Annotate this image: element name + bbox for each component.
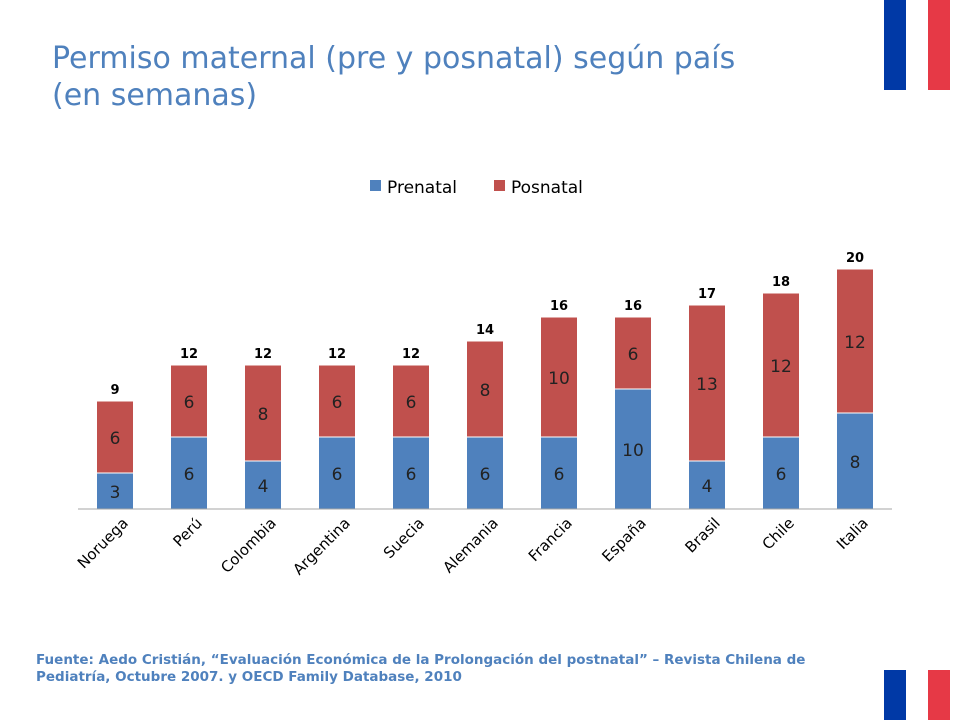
data-label-prenatal: 10	[622, 441, 644, 461]
data-label-prenatal: 6	[480, 465, 491, 485]
flag-stripe-white	[906, 0, 928, 90]
bar-prenatal-francia	[540, 436, 578, 510]
data-label-posnatal: 10	[548, 369, 570, 389]
bar-prenatal-alemania	[466, 436, 504, 510]
bar-posnatal-brasil	[688, 304, 726, 462]
total-label: 9	[110, 383, 119, 398]
total-label: 12	[254, 347, 272, 362]
bar-posnatal-chile	[762, 292, 800, 438]
data-label-prenatal: 6	[554, 465, 565, 485]
title-line-2: (en semanas)	[52, 78, 258, 113]
data-label-prenatal: 8	[850, 453, 861, 473]
bar-prenatal-chile	[762, 436, 800, 510]
data-label-posnatal: 8	[480, 381, 491, 401]
flag-stripe-blue	[884, 670, 906, 720]
total-label: 20	[846, 251, 864, 266]
bar-posnatal-noruega	[96, 400, 134, 474]
chart-legend: Prenatal Posnatal	[370, 178, 583, 198]
bar-posnatal-españa	[614, 316, 652, 390]
x-tick-label: Italia	[833, 514, 872, 553]
total-label: 12	[328, 347, 346, 362]
x-tick-label: Colombia	[217, 514, 280, 577]
data-label-prenatal: 4	[702, 477, 713, 497]
total-label: 17	[698, 287, 716, 302]
data-label-prenatal: 6	[332, 465, 343, 485]
flag-stripe-red	[928, 670, 950, 720]
total-label: 12	[180, 347, 198, 362]
bar-posnatal-italia	[836, 268, 874, 414]
bar-prenatal-noruega	[96, 472, 134, 510]
bar-posnatal-argentina	[318, 364, 356, 438]
bar-posnatal-francia	[540, 316, 578, 438]
total-label: 16	[624, 299, 642, 314]
legend-label-posnatal: Posnatal	[511, 178, 583, 198]
source-line-1: Fuente: Aedo Cristián, “Evaluación Econó…	[36, 652, 806, 668]
slide-title: Permiso maternal (pre y posnatal) según …	[52, 40, 852, 114]
x-tick-label: Suecia	[380, 514, 428, 562]
x-tick-label: Perú	[169, 514, 205, 550]
total-label: 16	[550, 299, 568, 314]
total-label: 12	[402, 347, 420, 362]
data-label-prenatal: 6	[406, 465, 417, 485]
bar-posnatal-alemania	[466, 340, 504, 438]
bar-posnatal-suecia	[392, 364, 430, 438]
x-tick-label: Alemania	[439, 514, 501, 576]
bar-posnatal-perú	[170, 364, 208, 438]
data-label-posnatal: 12	[770, 357, 792, 377]
data-label-posnatal: 6	[406, 393, 417, 413]
chile-flag-bottom	[884, 670, 950, 720]
data-label-posnatal: 6	[628, 345, 639, 365]
bar-prenatal-españa	[614, 388, 652, 510]
flag-stripe-white	[906, 670, 928, 720]
bar-prenatal-colombia	[244, 460, 282, 510]
data-label-prenatal: 3	[110, 483, 121, 503]
source-note: Fuente: Aedo Cristián, “Evaluación Econó…	[36, 652, 876, 686]
stacked-bar-chart: Prenatal Posnatal 3 6 9 6 6 12 4 8 12 6 6 12 6 6 12 6 8 14…	[74, 178, 892, 579]
data-label-posnatal: 12	[844, 333, 866, 353]
x-tick-label: Argentina	[289, 514, 353, 578]
data-label-posnatal: 6	[184, 393, 195, 413]
total-label: 18	[772, 275, 790, 290]
data-label-posnatal: 8	[258, 405, 269, 425]
data-label-prenatal: 6	[184, 465, 195, 485]
x-tick-label: España	[598, 514, 649, 565]
data-label-posnatal: 13	[696, 375, 718, 395]
legend-swatch-prenatal	[370, 180, 381, 191]
total-label: 14	[476, 323, 494, 338]
legend-swatch-posnatal	[494, 180, 505, 191]
title-line-1: Permiso maternal (pre y posnatal) según …	[52, 41, 736, 76]
flag-stripe-red	[928, 0, 950, 90]
bar-prenatal-perú	[170, 436, 208, 510]
data-label-prenatal: 4	[258, 477, 269, 497]
bar-posnatal-colombia	[244, 364, 282, 462]
chart-bars: 3 6 9 6 6 12 4 8 12 6 6 12 6 6 12 6 8 14 6 10 16 10 6 16 4 13 17 6 1…	[96, 251, 874, 510]
legend-label-prenatal: Prenatal	[387, 178, 457, 198]
data-label-prenatal: 6	[776, 465, 787, 485]
x-tick-label: Francia	[525, 514, 576, 565]
data-label-posnatal: 6	[110, 429, 121, 449]
chile-flag-top	[884, 0, 950, 90]
data-label-posnatal: 6	[332, 393, 343, 413]
source-line-2: Pediatría, Octubre 2007. y OECD Family D…	[36, 669, 462, 685]
x-tick-label: Chile	[759, 514, 798, 553]
x-axis-labels: Noruega Perú Colombia Argentina Suecia Aleman…	[74, 514, 872, 578]
x-tick-label: Noruega	[74, 514, 132, 572]
x-tick-label: Brasil	[682, 514, 724, 556]
flag-stripe-blue	[884, 0, 906, 90]
